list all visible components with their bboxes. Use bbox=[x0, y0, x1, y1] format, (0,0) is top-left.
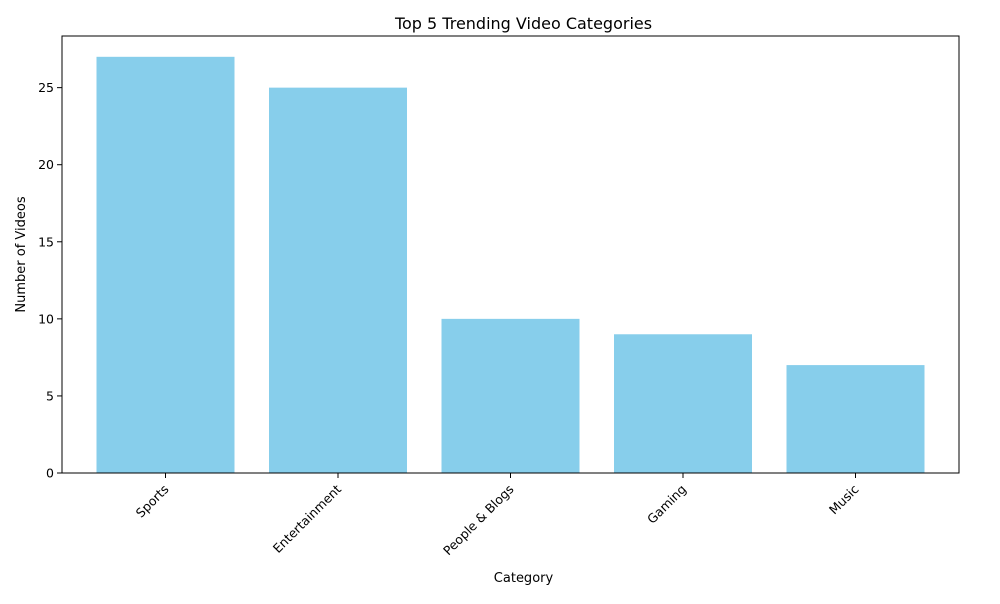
y-axis-label: Number of Videos bbox=[14, 196, 29, 312]
y-tick-label: 0 bbox=[46, 466, 54, 481]
x-axis: Sports Entertainment People & Blogs Gaming M… bbox=[133, 473, 862, 558]
x-tick-label: Sports bbox=[133, 482, 172, 521]
plot-frame bbox=[61, 35, 960, 474]
x-tick-label: Music bbox=[826, 481, 862, 517]
bar-sports bbox=[96, 56, 235, 474]
y-axis: 0 5 10 15 20 25 bbox=[38, 80, 62, 481]
chart-title: Top 5 Trending Video Categories bbox=[394, 14, 652, 33]
bar-entertainment bbox=[269, 87, 407, 473]
bar-music bbox=[786, 365, 925, 473]
x-axis-label: Category bbox=[494, 571, 554, 586]
bar-people-blogs bbox=[441, 318, 580, 473]
x-tick-label: Gaming bbox=[644, 482, 689, 527]
y-tick-label: 20 bbox=[38, 157, 54, 172]
y-tick-label: 5 bbox=[46, 388, 54, 403]
y-tick-label: 10 bbox=[38, 311, 54, 326]
bar-gaming bbox=[614, 334, 752, 473]
y-tick-label: 25 bbox=[38, 80, 54, 95]
x-tick-label: Entertainment bbox=[270, 481, 344, 555]
y-tick-label: 15 bbox=[38, 234, 54, 249]
bars-layer bbox=[96, 56, 925, 474]
x-tick-label: People & Blogs bbox=[440, 482, 517, 559]
